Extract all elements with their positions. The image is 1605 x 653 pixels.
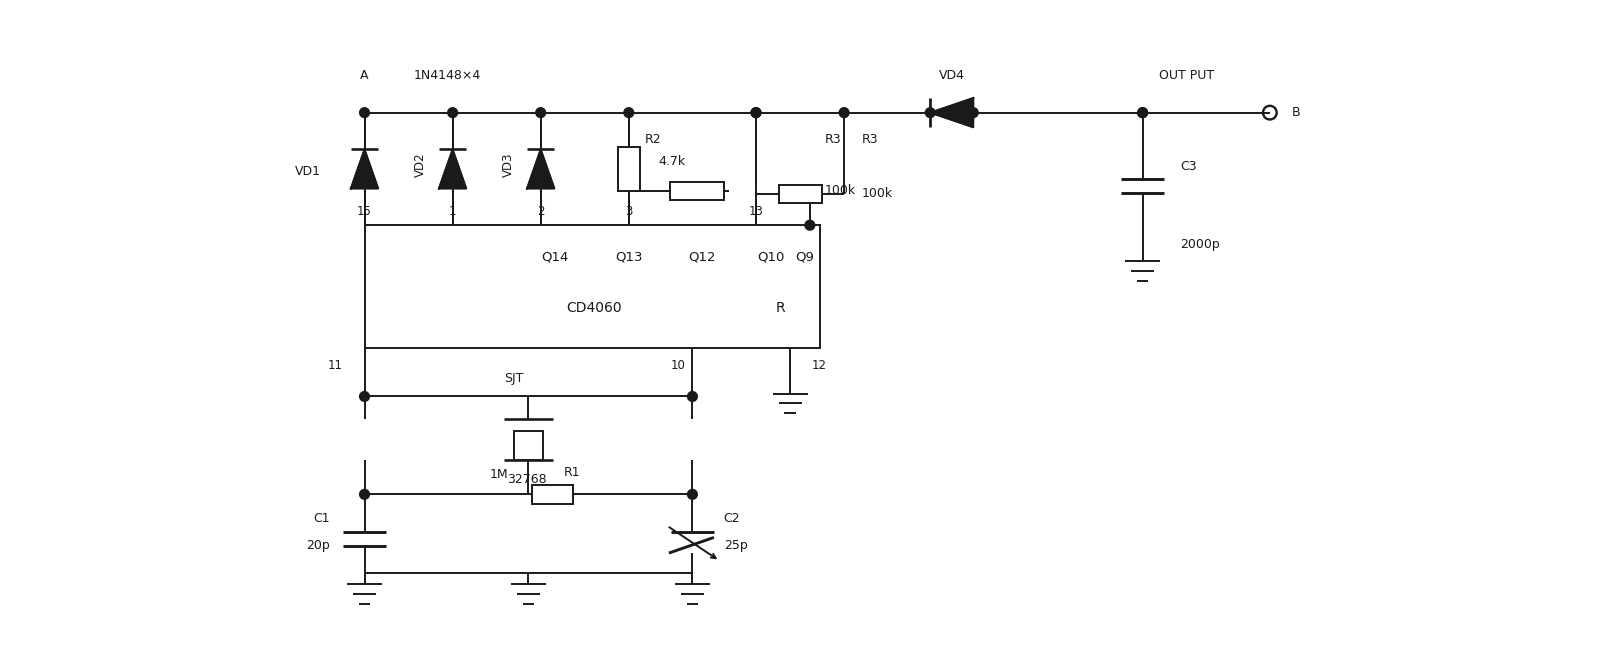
Text: CD4060: CD4060 [567,302,623,315]
Circle shape [806,220,815,230]
Text: 2000p: 2000p [1180,238,1220,251]
Text: 100k: 100k [825,184,855,197]
Bar [618,147,639,191]
Text: 1M: 1M [490,468,509,481]
Circle shape [687,490,697,500]
Text: 100k: 100k [862,187,892,200]
Text: B: B [1292,106,1300,119]
Text: 11: 11 [327,358,343,372]
Text: 25p: 25p [724,539,748,552]
Text: VD3: VD3 [502,152,515,177]
Text: 10: 10 [671,358,685,372]
Text: R: R [775,302,785,315]
Text: 2: 2 [538,205,544,218]
Circle shape [1138,108,1148,118]
Bar [778,185,822,203]
Text: Q9: Q9 [796,251,814,264]
Text: C1: C1 [313,513,331,525]
Text: R3: R3 [825,133,841,146]
Text: R1: R1 [565,466,581,479]
Text: 20p: 20p [307,539,331,552]
Text: 3: 3 [624,205,632,218]
Text: VD4: VD4 [939,69,965,82]
Text: 32768: 32768 [507,473,547,486]
Bar [364,225,820,347]
Text: SJT: SJT [504,372,523,385]
Circle shape [448,108,457,118]
Text: C3: C3 [1180,160,1196,173]
Text: 1N4148×4: 1N4148×4 [414,69,482,82]
Circle shape [968,108,977,118]
Text: R2: R2 [645,133,661,146]
Polygon shape [526,150,554,189]
Text: Q10: Q10 [758,251,785,264]
Text: R3: R3 [862,133,878,146]
Text: Q12: Q12 [689,251,716,264]
Circle shape [751,108,761,118]
Text: Q13: Q13 [615,251,642,264]
Text: Q14: Q14 [541,251,570,264]
Text: VD1: VD1 [294,165,321,178]
Circle shape [624,108,634,118]
Text: 13: 13 [748,205,764,218]
Text: 15: 15 [356,205,372,218]
Text: VD2: VD2 [414,152,427,177]
Circle shape [751,108,761,118]
Text: 12: 12 [812,358,827,372]
Circle shape [360,490,369,500]
Bar [671,182,724,200]
Text: 4.7k: 4.7k [658,155,685,168]
Bar [514,431,542,460]
Circle shape [839,108,849,118]
Bar [533,485,573,503]
Text: A: A [360,69,369,82]
Text: OUT PUT: OUT PUT [1159,69,1215,82]
Polygon shape [931,98,973,127]
Circle shape [687,392,697,402]
Text: C2: C2 [724,513,740,525]
Polygon shape [351,150,379,189]
Circle shape [360,392,369,402]
Polygon shape [438,150,467,189]
Circle shape [926,108,936,118]
Circle shape [1138,108,1148,118]
Text: 1: 1 [449,205,456,218]
Circle shape [360,108,369,118]
Circle shape [536,108,546,118]
